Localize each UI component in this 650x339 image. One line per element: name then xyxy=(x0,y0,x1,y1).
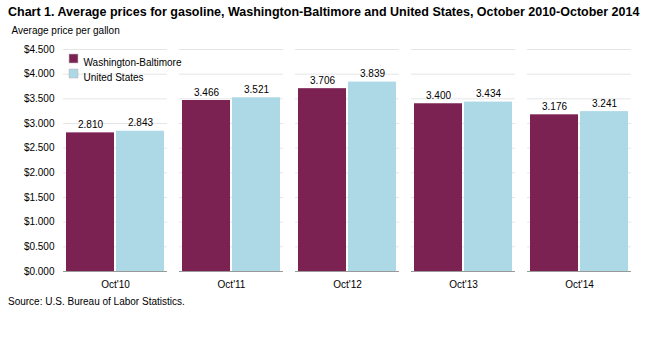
svg-text:$0.000: $0.000 xyxy=(24,265,55,276)
svg-text:3.706: 3.706 xyxy=(310,74,335,85)
svg-text:$2.000: $2.000 xyxy=(24,167,55,178)
svg-text:Oct'10: Oct'10 xyxy=(101,278,130,289)
svg-text:Oct'14: Oct'14 xyxy=(565,278,594,289)
svg-text:United States: United States xyxy=(84,71,144,82)
html-text:Chart 1. Average prices for ga: Chart 1. Average prices for gasoline, Wa… xyxy=(8,5,640,19)
html-text:Source: U.S. Bureau of Labor S: Source: U.S. Bureau of Labor Statistics. xyxy=(8,295,185,307)
svg-text:Oct'12: Oct'12 xyxy=(333,278,362,289)
svg-text:$0.500: $0.500 xyxy=(24,241,55,252)
svg-text:Oct'11: Oct'11 xyxy=(218,278,246,289)
svg-text:2.810: 2.810 xyxy=(78,118,103,129)
svg-text:3.434: 3.434 xyxy=(476,88,501,99)
svg-text:Oct'13: Oct'13 xyxy=(449,278,478,289)
svg-text:3.400: 3.400 xyxy=(426,89,451,100)
svg-text:$4.000: $4.000 xyxy=(24,68,55,79)
svg-text:$2.500: $2.500 xyxy=(24,142,55,153)
svg-text:$1.000: $1.000 xyxy=(24,216,55,227)
svg-text:3.839: 3.839 xyxy=(360,68,385,79)
svg-text:Average price per gallon: Average price per gallon xyxy=(12,24,120,35)
svg-text:2.843: 2.843 xyxy=(128,117,153,128)
svg-text:3.176: 3.176 xyxy=(542,100,567,111)
svg-text:3.241: 3.241 xyxy=(592,97,617,108)
svg-text:Washington-Baltimore: Washington-Baltimore xyxy=(84,56,182,67)
svg-text:$3.500: $3.500 xyxy=(24,93,55,104)
svg-text:3.466: 3.466 xyxy=(194,86,219,97)
svg-text:$1.500: $1.500 xyxy=(24,191,55,202)
svg-text:3.521: 3.521 xyxy=(244,83,269,94)
svg-text:$3.000: $3.000 xyxy=(24,117,55,128)
svg-text:$4.500: $4.500 xyxy=(24,43,55,54)
